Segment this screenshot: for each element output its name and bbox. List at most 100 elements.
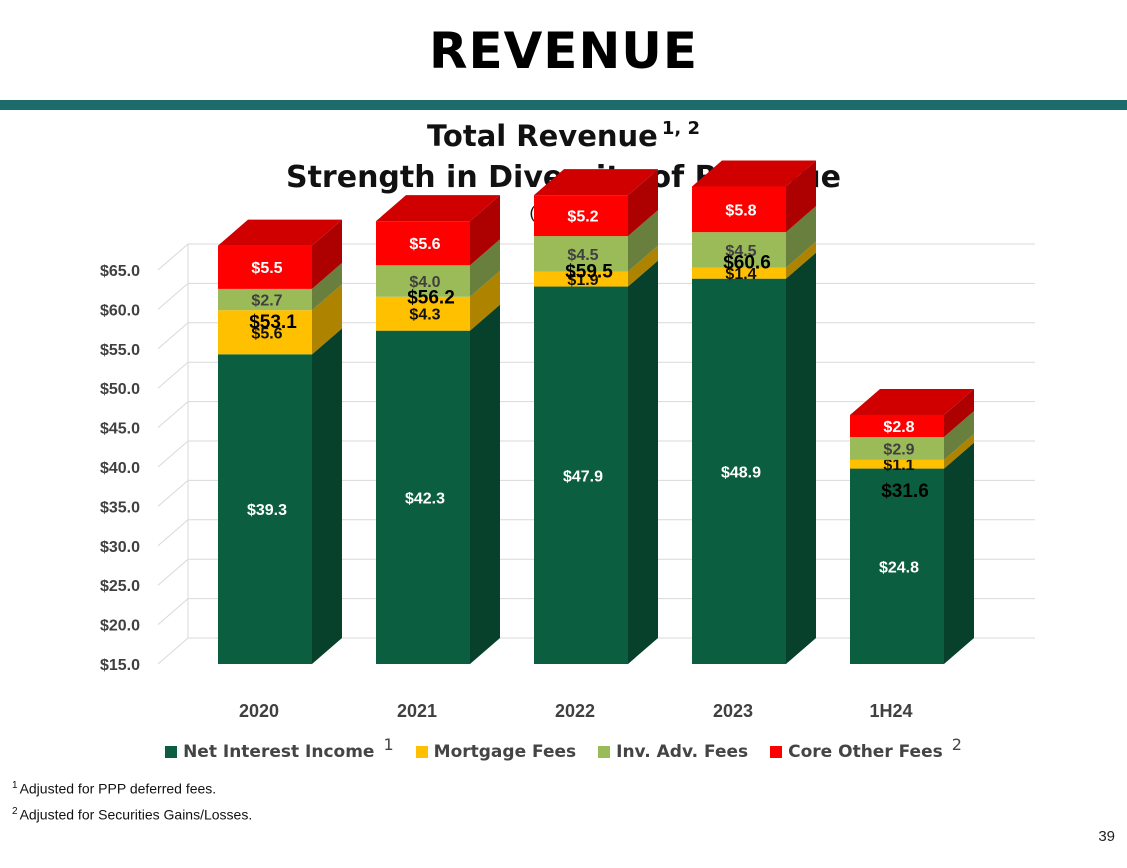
data-label: $4.5: [567, 247, 598, 264]
chart-title: Total Revenue 1, 2: [0, 118, 1127, 153]
bar-segment-side: [470, 270, 500, 331]
bar-segment-side: [786, 241, 816, 279]
bar-segment-side: [470, 195, 500, 266]
bar-segment-side: [944, 411, 974, 460]
data-label: $5.8: [725, 202, 756, 219]
y-tick-label: $60.0: [100, 302, 140, 319]
y-tick-label: $35.0: [100, 499, 140, 516]
y-tick-label: $45.0: [100, 421, 140, 438]
data-label: $2.8: [883, 419, 914, 436]
data-label: $1.4: [725, 266, 756, 283]
x-tick-label: 2023: [713, 701, 753, 721]
bar-segment: [534, 195, 628, 237]
legend-label: Mortgage Fees: [433, 742, 577, 762]
bar-segment-side: [312, 262, 342, 311]
gridline-side: [157, 322, 189, 350]
bar-segment: [692, 232, 786, 268]
data-label: $5.5: [251, 260, 282, 277]
data-label: $4.3: [409, 307, 440, 324]
footnote-text: Adjusted for Securities Gains/Losses.: [19, 806, 253, 823]
legend-label: Net Interest Income: [183, 742, 375, 762]
data-label: $5.6: [409, 236, 440, 253]
data-label: $39.3: [247, 502, 287, 519]
bar-segment: [376, 265, 470, 297]
bar-segment: [218, 245, 312, 289]
data-label: $1.1: [883, 457, 914, 474]
x-tick-label: 2020: [239, 701, 279, 721]
gridline-side: [157, 598, 189, 625]
y-tick-label: $30.0: [100, 539, 140, 556]
legend-item-mortgage-fees: Mortgage Fees: [415, 742, 577, 762]
y-tick-label: $25.0: [100, 578, 140, 595]
gridline-side: [157, 361, 189, 389]
bar-segment-side: [628, 245, 658, 287]
y-tick-label: $65.0: [100, 263, 140, 280]
page-number: 39: [1098, 828, 1115, 845]
legend-label: Inv. Adv. Fees: [616, 742, 749, 762]
data-label: $5.6: [251, 325, 282, 342]
bar-segment-side: [470, 239, 500, 297]
bar-segment-side: [786, 252, 816, 664]
total-label: $31.6: [881, 481, 929, 502]
y-tick-label: $20.0: [100, 618, 140, 635]
data-label: $42.3: [405, 490, 445, 507]
chart-title-superscript: 1, 2: [661, 118, 700, 139]
bar-segment-side: [470, 304, 500, 664]
bar-segment: [534, 271, 628, 287]
bar-segment-side: [786, 160, 816, 233]
bar-segment: [534, 286, 628, 664]
data-label: $1.9: [567, 272, 598, 289]
legend-item-inv-adv-fees: Inv. Adv. Fees: [598, 742, 748, 762]
legend-label: Core Other Fees: [788, 742, 943, 762]
bar-segment-side: [312, 328, 342, 664]
bar-segment-side: [944, 433, 974, 469]
x-tick-label: 2022: [555, 701, 595, 721]
bar-segment: [850, 468, 944, 664]
bar-segment: [692, 278, 786, 664]
bar-segment: [376, 221, 470, 266]
bar-segment: [218, 288, 312, 311]
bar-segment: [850, 437, 944, 460]
total-label: $56.2: [407, 287, 455, 308]
footnote-mark: 1: [12, 780, 18, 791]
bar-segment-side: [786, 206, 816, 268]
chart-legend: Net Interest Income 1 Mortgage Fees Inv. …: [0, 735, 1127, 762]
bar-segment-top: [376, 195, 500, 222]
footnote-mark: 2: [12, 806, 18, 817]
data-label: $47.9: [563, 468, 603, 485]
total-label: $60.6: [723, 253, 771, 274]
bar-segment-side: [944, 388, 974, 438]
legend-swatch: [415, 746, 428, 758]
data-label: $24.8: [879, 559, 919, 576]
slide-title: REVENUE: [428, 22, 699, 80]
gridline-side: [157, 401, 189, 428]
gridline-side: [157, 283, 189, 310]
data-label: $4.0: [409, 274, 440, 291]
header-band: [0, 100, 1127, 110]
bar-segment-side: [312, 219, 342, 289]
legend-swatch: [165, 746, 178, 758]
legend-swatch: [598, 746, 611, 758]
legend-swatch: [770, 746, 783, 758]
bar-segment-side: [628, 210, 658, 272]
data-label: $2.9: [883, 441, 914, 458]
x-tick-label: 2021: [397, 701, 437, 721]
bar-segment: [850, 414, 944, 438]
data-label: $5.2: [567, 209, 598, 226]
y-tick-label: $15.0: [100, 657, 140, 674]
bar-segment-top: [692, 160, 816, 187]
gridline-side: [157, 558, 189, 586]
gridline-side: [157, 519, 189, 547]
bar-segment-top: [218, 219, 342, 246]
data-label: $2.7: [251, 293, 282, 310]
chart-title-text: Total Revenue: [426, 119, 658, 153]
footnote-text: Adjusted for PPP deferred fees.: [19, 780, 217, 797]
total-label: $53.1: [249, 312, 297, 333]
bar-segment-side: [628, 169, 658, 237]
data-label: $4.5: [725, 243, 756, 260]
legend-item-core-other-fees: Core Other Fees 2: [770, 735, 962, 762]
bar-segment: [692, 186, 786, 233]
data-label: $48.9: [721, 464, 761, 481]
y-tick-label: $50.0: [100, 381, 140, 398]
gridline-side: [157, 243, 189, 271]
